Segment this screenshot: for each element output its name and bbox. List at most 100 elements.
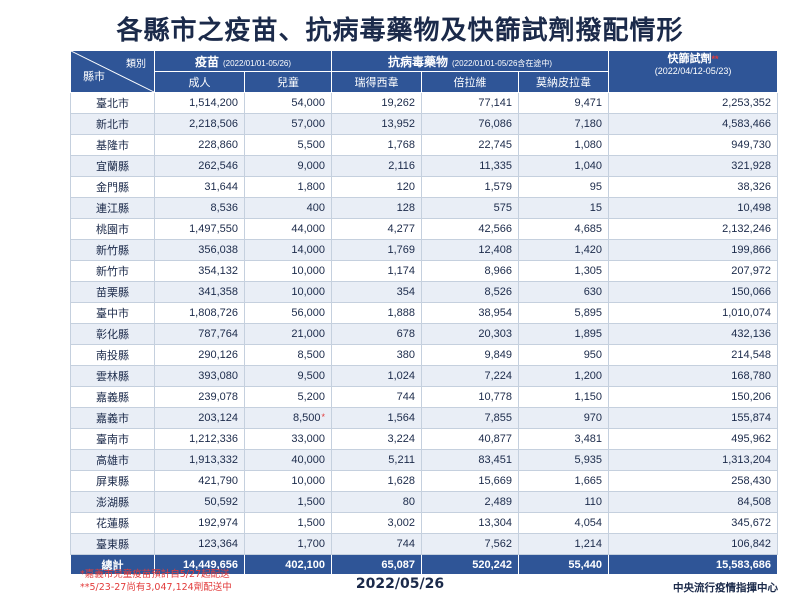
value-cell: 1,174 — [331, 260, 423, 282]
value-cell: 56,000 — [243, 302, 333, 324]
cell-value: 83,451 — [478, 454, 513, 466]
value-cell: 380 — [331, 344, 423, 366]
value-cell: 33,000 — [243, 428, 333, 450]
cell-value: 40,877 — [478, 433, 513, 445]
cell-value: 400 — [306, 202, 326, 214]
total-value-cell: 14,449,656 — [154, 554, 245, 575]
table-row: 花蓮縣 192,974 1,500 3,002 13,304 4,054 345,672 — [70, 512, 779, 534]
footnote-marker: * — [321, 412, 326, 422]
cell-value: 1,313,204 — [722, 454, 772, 466]
value-cell: 3,224 — [331, 428, 423, 450]
value-cell: 84,508 — [608, 491, 779, 513]
cell-value: 4,054 — [574, 517, 603, 529]
value-cell: 9,500 — [243, 365, 333, 387]
value-cell: 203,124 — [154, 407, 245, 429]
city-cell: 新竹市 — [70, 260, 155, 282]
table-row: 臺中市 1,808,726 56,000 1,888 38,954 5,895 1,010,… — [70, 302, 779, 324]
value-cell: 31,644 — [154, 176, 245, 198]
value-cell: 1,564 — [331, 407, 423, 429]
value-cell: 421,790 — [154, 470, 245, 492]
cell-value: 520,242 — [472, 558, 513, 571]
cell-value: 15,583,686 — [715, 558, 772, 571]
value-cell: 1,212,336 — [154, 428, 245, 450]
table-row: 嘉義縣 239,078 5,200 744 10,778 1,150 150,206 — [70, 386, 779, 408]
value-cell: 1,913,332 — [154, 449, 245, 471]
value-cell: 38,954 — [421, 302, 520, 324]
cell-value: 950 — [583, 349, 603, 361]
report-date: 2022/05/26 — [355, 576, 445, 592]
value-cell: 744 — [331, 533, 423, 555]
value-cell: 1,628 — [331, 470, 423, 492]
cell-value: 10,000 — [291, 286, 326, 298]
city-cell: 連江縣 — [70, 197, 155, 219]
cell-value: 9,500 — [297, 370, 326, 382]
value-cell: 9,000 — [243, 155, 333, 177]
value-cell: 20,303 — [421, 323, 520, 345]
value-cell: 57,000 — [243, 113, 333, 135]
value-cell: 80 — [331, 491, 423, 513]
cell-value: 290,126 — [198, 349, 238, 361]
table-row: 嘉義市 203,124 8,500* 1,564 7,855 970 155,874 — [70, 407, 779, 429]
value-cell: 40,877 — [421, 428, 520, 450]
cell-value: 155,874 — [731, 412, 772, 424]
total-value-cell: 520,242 — [421, 554, 520, 575]
cell-value: 5,200 — [297, 391, 326, 403]
value-cell: 1,700 — [243, 533, 333, 555]
value-cell: 8,966 — [421, 260, 520, 282]
city-cell: 高雄市 — [70, 449, 155, 471]
table-row: 新北市 2,218,506 57,000 13,952 76,086 7,180 4,583… — [70, 113, 779, 135]
cell-value: 120 — [396, 181, 416, 193]
cell-value: 7,224 — [484, 370, 513, 382]
value-cell: 4,277 — [331, 218, 423, 240]
subheader-remdesivir: 瑞得西韋 — [331, 71, 423, 93]
cell-value: 7,562 — [484, 538, 513, 550]
cell-value: 77,141 — [478, 97, 513, 109]
cell-value: 2,218,506 — [189, 118, 238, 130]
value-cell: 120 — [331, 176, 423, 198]
value-cell: 290,126 — [154, 344, 245, 366]
value-cell: 83,451 — [421, 449, 520, 471]
cell-value: 744 — [396, 391, 416, 403]
value-cell: 1,024 — [331, 365, 423, 387]
cell-value: 1,700 — [297, 538, 326, 550]
value-cell: 8,536 — [154, 197, 245, 219]
value-cell: 2,253,352 — [608, 92, 779, 114]
table-total-row: 總計 14,449,656 402,100 65,087 520,242 55,440 15… — [70, 554, 779, 575]
footnote-rapid-test-in-transit: **5/23-27尚有3,047,124劑配送中 — [80, 582, 232, 593]
value-cell: 4,685 — [518, 218, 610, 240]
cell-value: 356,038 — [198, 244, 238, 256]
city-cell: 基隆市 — [70, 134, 155, 156]
header-vaccine: 疫苗 (2022/01/01-05/26) — [153, 50, 333, 72]
cell-value: 10,498 — [737, 202, 772, 214]
cell-value: 31,644 — [204, 181, 238, 193]
cell-value: 128 — [396, 202, 416, 214]
cell-value: 9,849 — [484, 349, 513, 361]
value-cell: 575 — [421, 197, 520, 219]
cell-value: 1,808,726 — [189, 307, 238, 319]
value-cell: 1,150 — [518, 386, 610, 408]
cell-value: 14,000 — [291, 244, 326, 256]
city-cell: 宜蘭縣 — [70, 155, 155, 177]
cell-value: 1,579 — [484, 181, 513, 193]
cell-value: 354 — [396, 286, 416, 298]
city-cell: 南投縣 — [70, 344, 155, 366]
value-cell: 345,672 — [608, 512, 779, 534]
cell-value: 1,080 — [574, 139, 603, 151]
cell-value: 55,440 — [568, 558, 603, 571]
city-cell: 臺中市 — [70, 302, 155, 324]
cell-value: 1,040 — [574, 160, 603, 172]
cell-value: 50,592 — [204, 496, 238, 508]
subheader-paxlovid: 倍拉維 — [421, 71, 520, 93]
cell-value: 421,790 — [198, 475, 238, 487]
value-cell: 95 — [518, 176, 610, 198]
value-cell: 630 — [518, 281, 610, 303]
value-cell: 150,066 — [608, 281, 779, 303]
cell-value: 5,500 — [297, 139, 326, 151]
cell-value: 8,536 — [210, 202, 238, 214]
value-cell: 10,778 — [421, 386, 520, 408]
subheader-molnupiravir: 莫納皮拉韋 — [518, 71, 610, 93]
value-cell: 2,116 — [331, 155, 423, 177]
cell-value: 44,000 — [291, 223, 326, 235]
cell-value: 258,430 — [731, 475, 772, 487]
cell-value: 10,778 — [478, 391, 513, 403]
